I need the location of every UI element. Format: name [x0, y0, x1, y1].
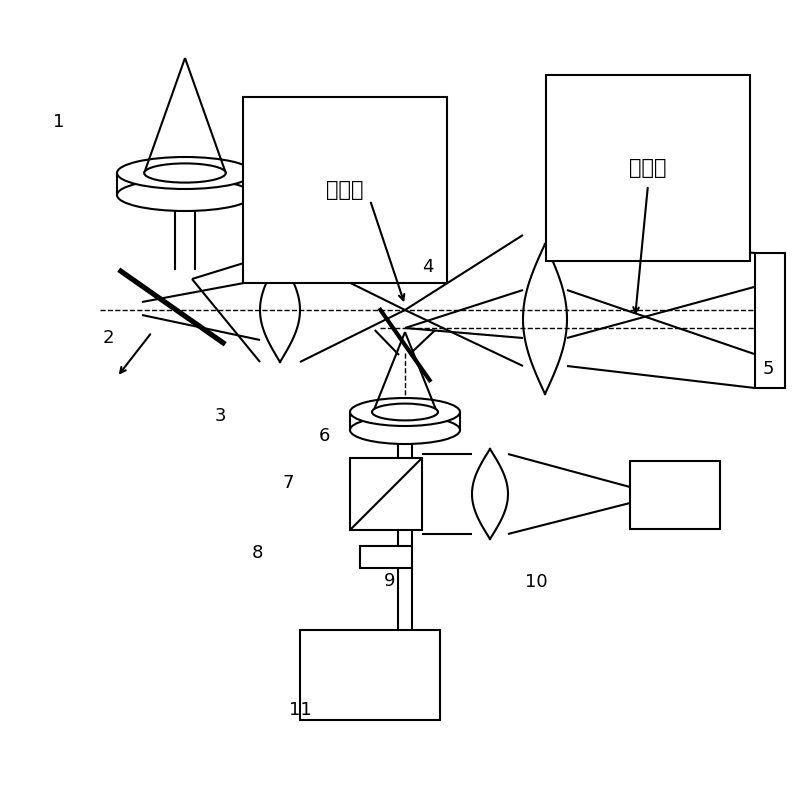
- Bar: [755, 253, 785, 388]
- Ellipse shape: [117, 179, 253, 211]
- Text: 11: 11: [289, 702, 311, 719]
- Bar: [360, 546, 412, 568]
- Text: 2: 2: [102, 329, 114, 346]
- Ellipse shape: [350, 398, 460, 426]
- Text: 8: 8: [252, 545, 263, 562]
- Text: 6: 6: [318, 427, 330, 444]
- Ellipse shape: [144, 163, 226, 183]
- Text: 10: 10: [525, 574, 547, 591]
- Text: 1: 1: [53, 113, 64, 130]
- Text: 光轴一: 光轴一: [326, 180, 364, 200]
- Ellipse shape: [372, 403, 438, 421]
- Text: 7: 7: [282, 474, 294, 491]
- Text: 4: 4: [422, 258, 434, 276]
- Bar: [630, 461, 720, 529]
- Text: 光轴二: 光轴二: [630, 158, 666, 178]
- Text: 5: 5: [762, 360, 774, 378]
- Bar: [350, 458, 422, 530]
- Ellipse shape: [350, 416, 460, 444]
- Text: 9: 9: [384, 572, 395, 590]
- Text: 3: 3: [214, 407, 226, 425]
- Ellipse shape: [117, 157, 253, 189]
- Bar: [300, 630, 440, 720]
